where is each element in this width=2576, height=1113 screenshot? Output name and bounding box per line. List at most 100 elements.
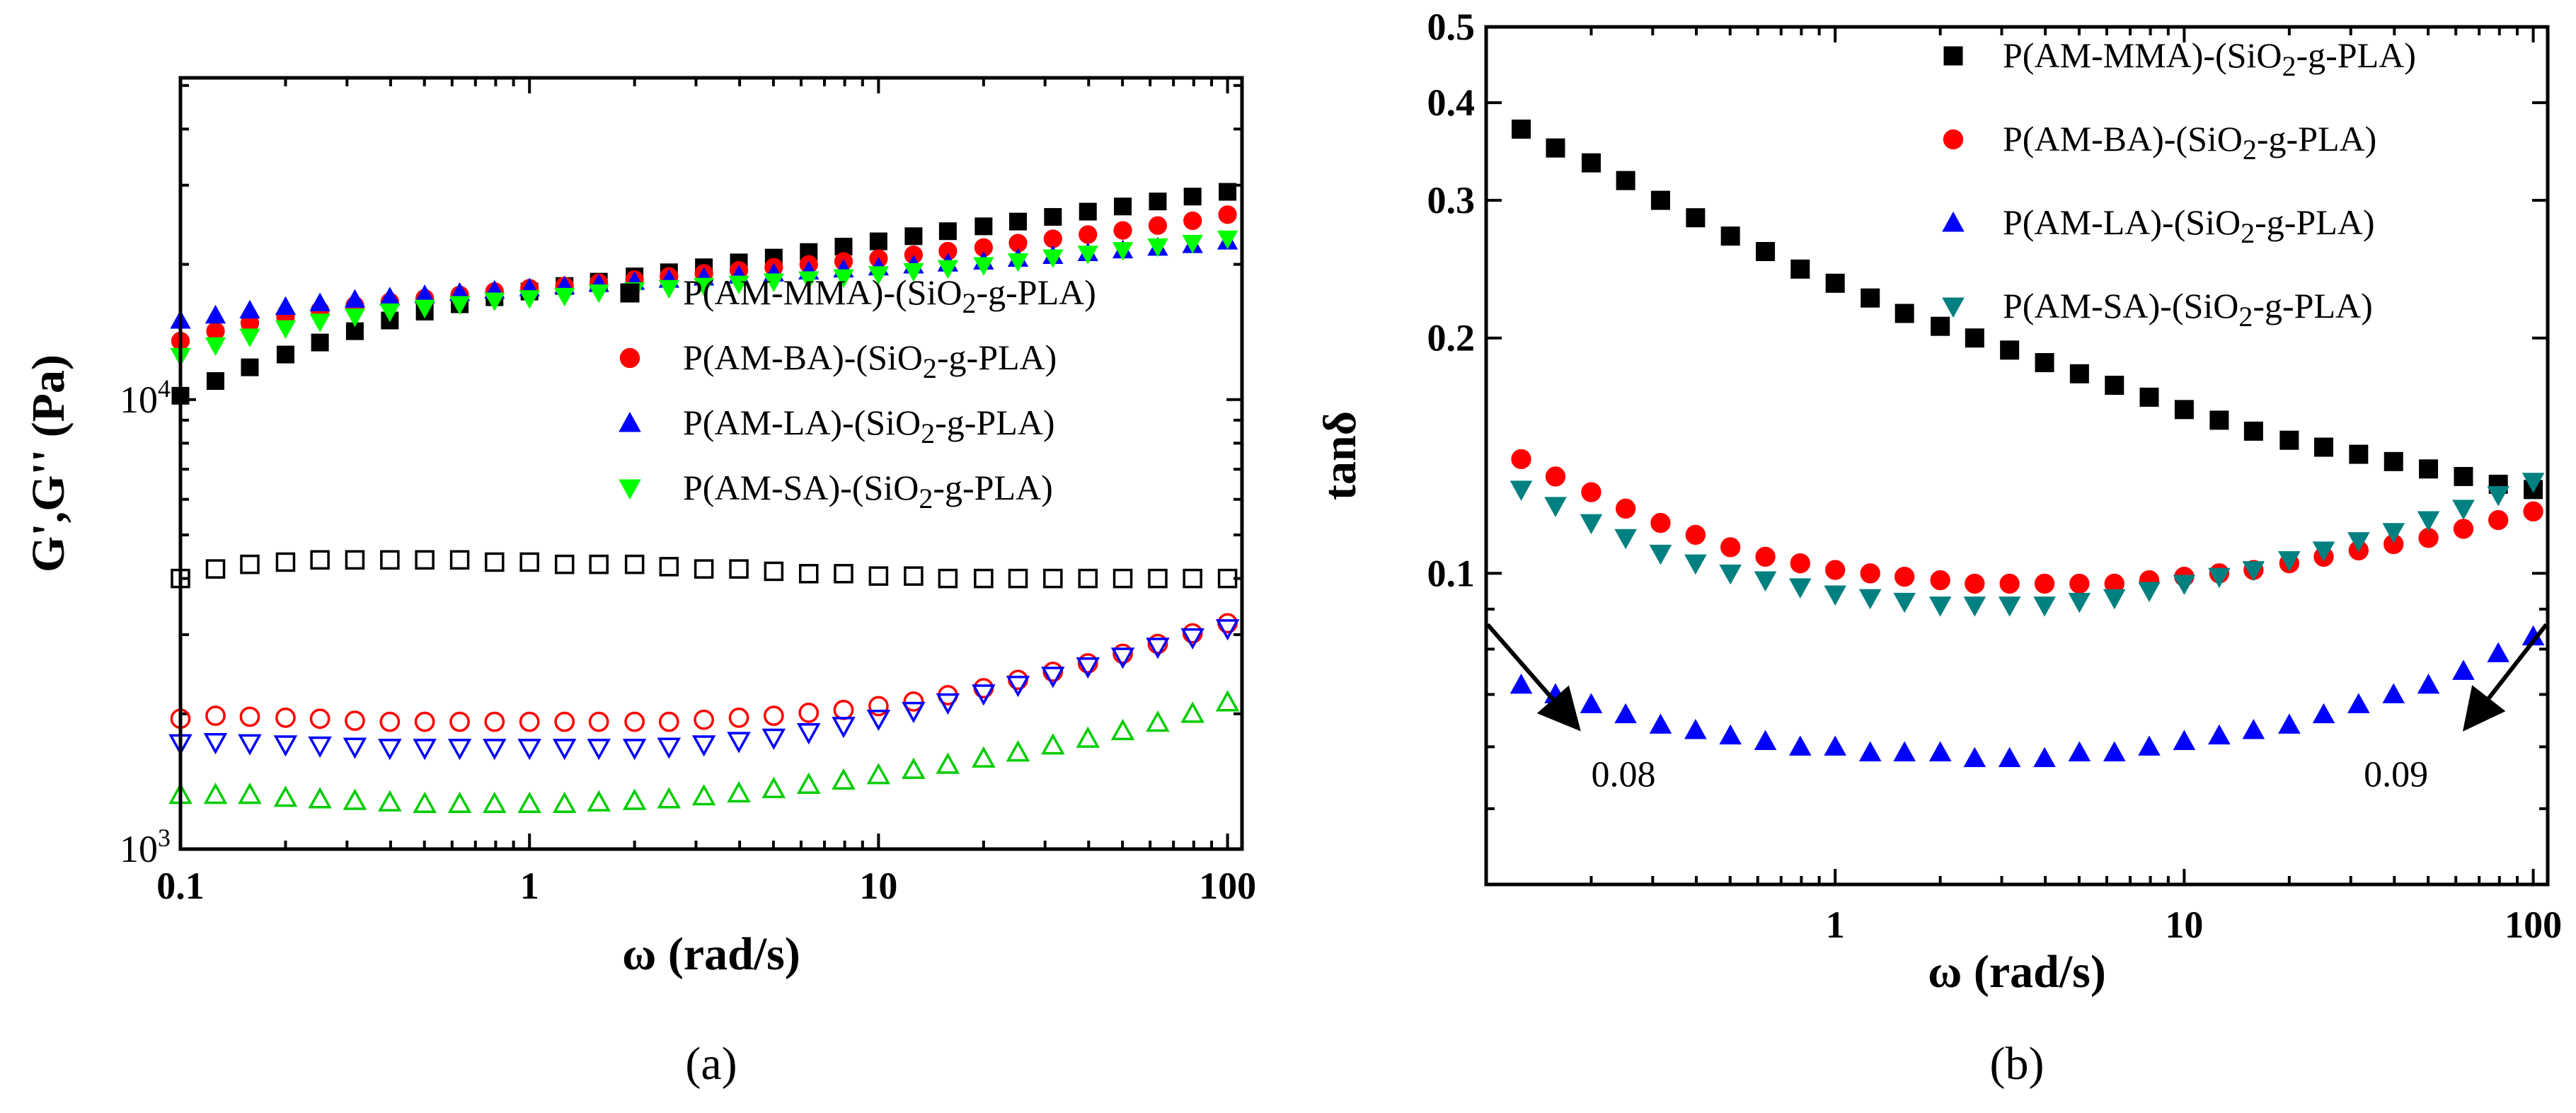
legend-label: P(AM-SA)-(SiO2-g-PLA) <box>683 468 1053 514</box>
data-point <box>798 271 820 290</box>
data-point <box>345 550 365 570</box>
annotation-label: 0.08 <box>1591 755 1655 795</box>
legend-marker <box>619 479 641 500</box>
data-point <box>1825 273 1845 293</box>
data-point <box>205 304 226 324</box>
data-point <box>1183 568 1202 589</box>
data-point <box>2312 703 2335 724</box>
data-point <box>414 299 435 318</box>
data-point <box>1544 497 1567 517</box>
data-point <box>2033 746 2056 768</box>
data-point <box>2454 466 2473 486</box>
data-point <box>1790 259 1810 279</box>
data-point <box>483 739 507 761</box>
data-point <box>691 735 716 757</box>
data-point <box>834 564 853 584</box>
data-point <box>308 787 332 809</box>
data-point <box>1650 190 1670 210</box>
data-point <box>1112 643 1133 664</box>
panel-a-chart: 0.1 1 10 100103104P(AM-MMA)-(SiO2-g-PLA)P(A… <box>23 76 1256 1090</box>
data-point <box>796 723 821 745</box>
data-point <box>1110 718 1135 741</box>
data-point <box>1649 713 1672 734</box>
series-b-1 <box>1511 449 2543 594</box>
data-point <box>1041 733 1065 755</box>
data-point <box>309 292 330 311</box>
data-point <box>1148 568 1168 589</box>
data-point <box>833 269 854 288</box>
data-point <box>2417 673 2440 694</box>
x-tick-label-a: 10 <box>859 865 897 907</box>
data-point <box>1215 690 1240 712</box>
y-tick-label-b: 0.1 <box>1427 552 1476 594</box>
data-point <box>2243 421 2263 441</box>
data-point <box>937 260 959 279</box>
data-point <box>903 691 924 712</box>
data-point <box>1180 701 1204 723</box>
data-point <box>763 273 785 292</box>
legend-b: P(AM-MMA)-(SiO2-g-PLA) P(AM-BA)-(SiO2-g-P… <box>1942 35 2416 333</box>
data-point <box>2382 523 2405 543</box>
data-point <box>344 308 366 328</box>
data-point <box>552 791 577 814</box>
data-point <box>1043 568 1063 589</box>
data-point <box>2279 430 2299 450</box>
data-point <box>729 559 749 579</box>
data-point <box>2242 719 2265 739</box>
x-tick-label-b: 100 <box>2505 904 2562 946</box>
data-point <box>378 739 402 761</box>
data-point <box>588 711 609 732</box>
data-point <box>449 550 470 570</box>
data-point <box>1149 192 1167 211</box>
data-point <box>2523 501 2543 521</box>
data-point <box>2487 485 2509 507</box>
data-point <box>1147 238 1168 258</box>
data-point <box>832 717 856 739</box>
data-point <box>938 222 957 241</box>
data-point <box>519 711 540 732</box>
data-point <box>658 711 679 732</box>
data-point <box>1581 153 1601 173</box>
data-point <box>1894 566 1915 587</box>
legend-label: P(AM-SA)-(SiO2-g-PLA) <box>2003 286 2373 333</box>
plot-frame-b <box>1484 25 2550 887</box>
data-point <box>936 752 960 774</box>
data-point <box>1928 596 1952 617</box>
data-point <box>2278 713 2301 734</box>
legend-label: P(AM-BA)-(SiO2-g-PLA) <box>2003 119 2376 166</box>
data-point <box>1720 537 1741 558</box>
data-point <box>761 728 786 750</box>
data-point <box>1614 529 1637 550</box>
data-point <box>1510 480 1533 501</box>
series-a-5 <box>170 613 1238 732</box>
data-point <box>727 780 751 803</box>
data-point <box>866 709 891 732</box>
legend-marker <box>1943 129 1964 150</box>
data-point <box>2139 387 2159 407</box>
y-tick-label-b: 0.4 <box>1427 81 1476 124</box>
data-point <box>902 701 926 724</box>
annotation-label: 0.09 <box>2364 755 2428 795</box>
data-point <box>344 289 366 308</box>
data-point <box>693 277 715 297</box>
data-point <box>2068 741 2091 761</box>
data-point <box>1684 719 1707 739</box>
data-point <box>1215 619 1240 641</box>
data-point <box>517 739 541 761</box>
data-point <box>1930 570 1950 591</box>
data-point <box>1110 647 1135 669</box>
legend-marker <box>1943 46 1963 66</box>
data-point <box>309 708 330 729</box>
data-point <box>622 739 647 761</box>
data-point <box>587 790 611 812</box>
data-point <box>974 568 994 589</box>
data-point <box>240 554 260 575</box>
series-a-4 <box>171 550 1238 589</box>
data-point <box>484 711 505 732</box>
data-point <box>1963 596 1986 617</box>
data-point <box>657 787 682 809</box>
data-point <box>2035 353 2054 373</box>
data-point <box>1113 221 1132 240</box>
data-point <box>1148 216 1168 235</box>
data-point <box>587 739 611 761</box>
